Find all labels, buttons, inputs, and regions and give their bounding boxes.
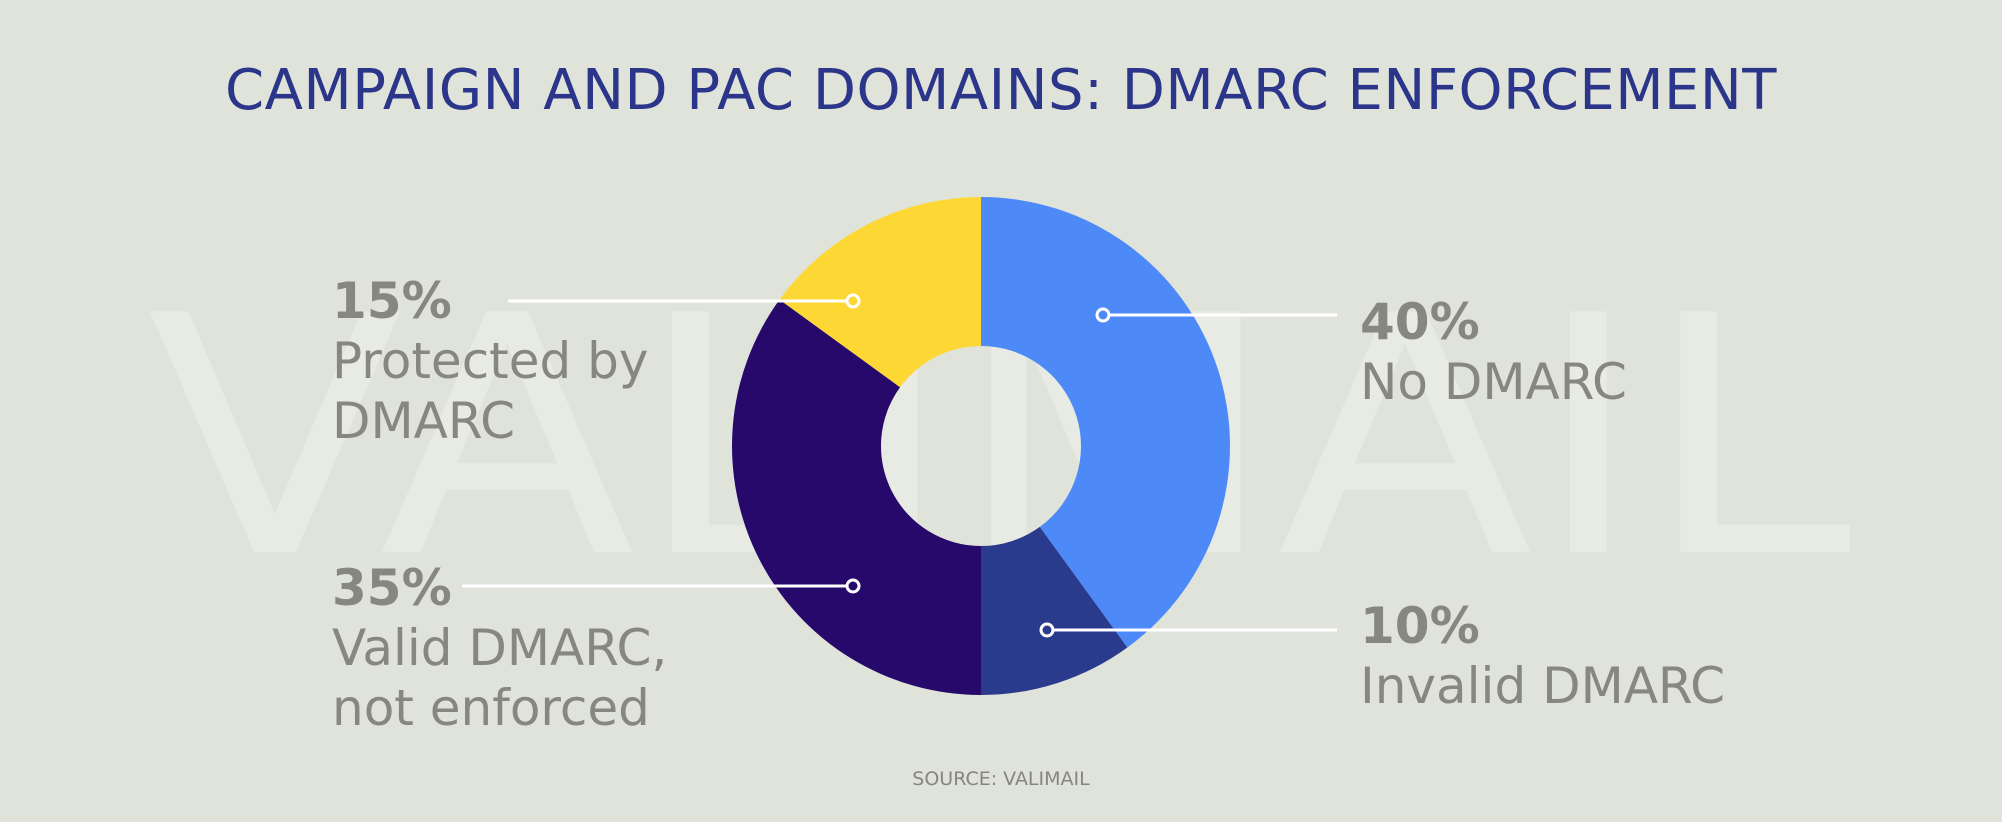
donut-slice bbox=[981, 197, 1230, 648]
donut-slice bbox=[981, 526, 1128, 695]
slice-label: 35% Valid DMARC, not enforced bbox=[332, 558, 677, 738]
value-label: 15% bbox=[332, 272, 452, 330]
chart-title: CAMPAIGN AND PAC DOMAINS: DMARC ENFORCEM… bbox=[224, 58, 1778, 123]
slice-label: 15% Protected by DMARC bbox=[332, 271, 677, 451]
category-label: Valid DMARC, not enforced bbox=[332, 619, 668, 737]
donut-slice bbox=[779, 197, 981, 388]
category-label: Invalid DMARC bbox=[1360, 657, 1726, 715]
value-label: 10% bbox=[1360, 597, 1480, 655]
category-label: No DMARC bbox=[1360, 353, 1627, 411]
source-note: SOURCE: VALIMAIL bbox=[912, 768, 1090, 790]
leader-dot bbox=[845, 293, 861, 309]
value-label: 35% bbox=[332, 559, 452, 617]
leader-dot bbox=[1039, 622, 1055, 638]
category-label: Protected by DMARC bbox=[332, 332, 649, 450]
donut-slice bbox=[731, 299, 981, 695]
value-label: 40% bbox=[1360, 293, 1480, 351]
leader-dot bbox=[1095, 307, 1111, 323]
leader-dot bbox=[845, 578, 861, 594]
slice-label: 40% No DMARC bbox=[1360, 292, 1627, 412]
slice-label: 10% Invalid DMARC bbox=[1360, 596, 1725, 716]
